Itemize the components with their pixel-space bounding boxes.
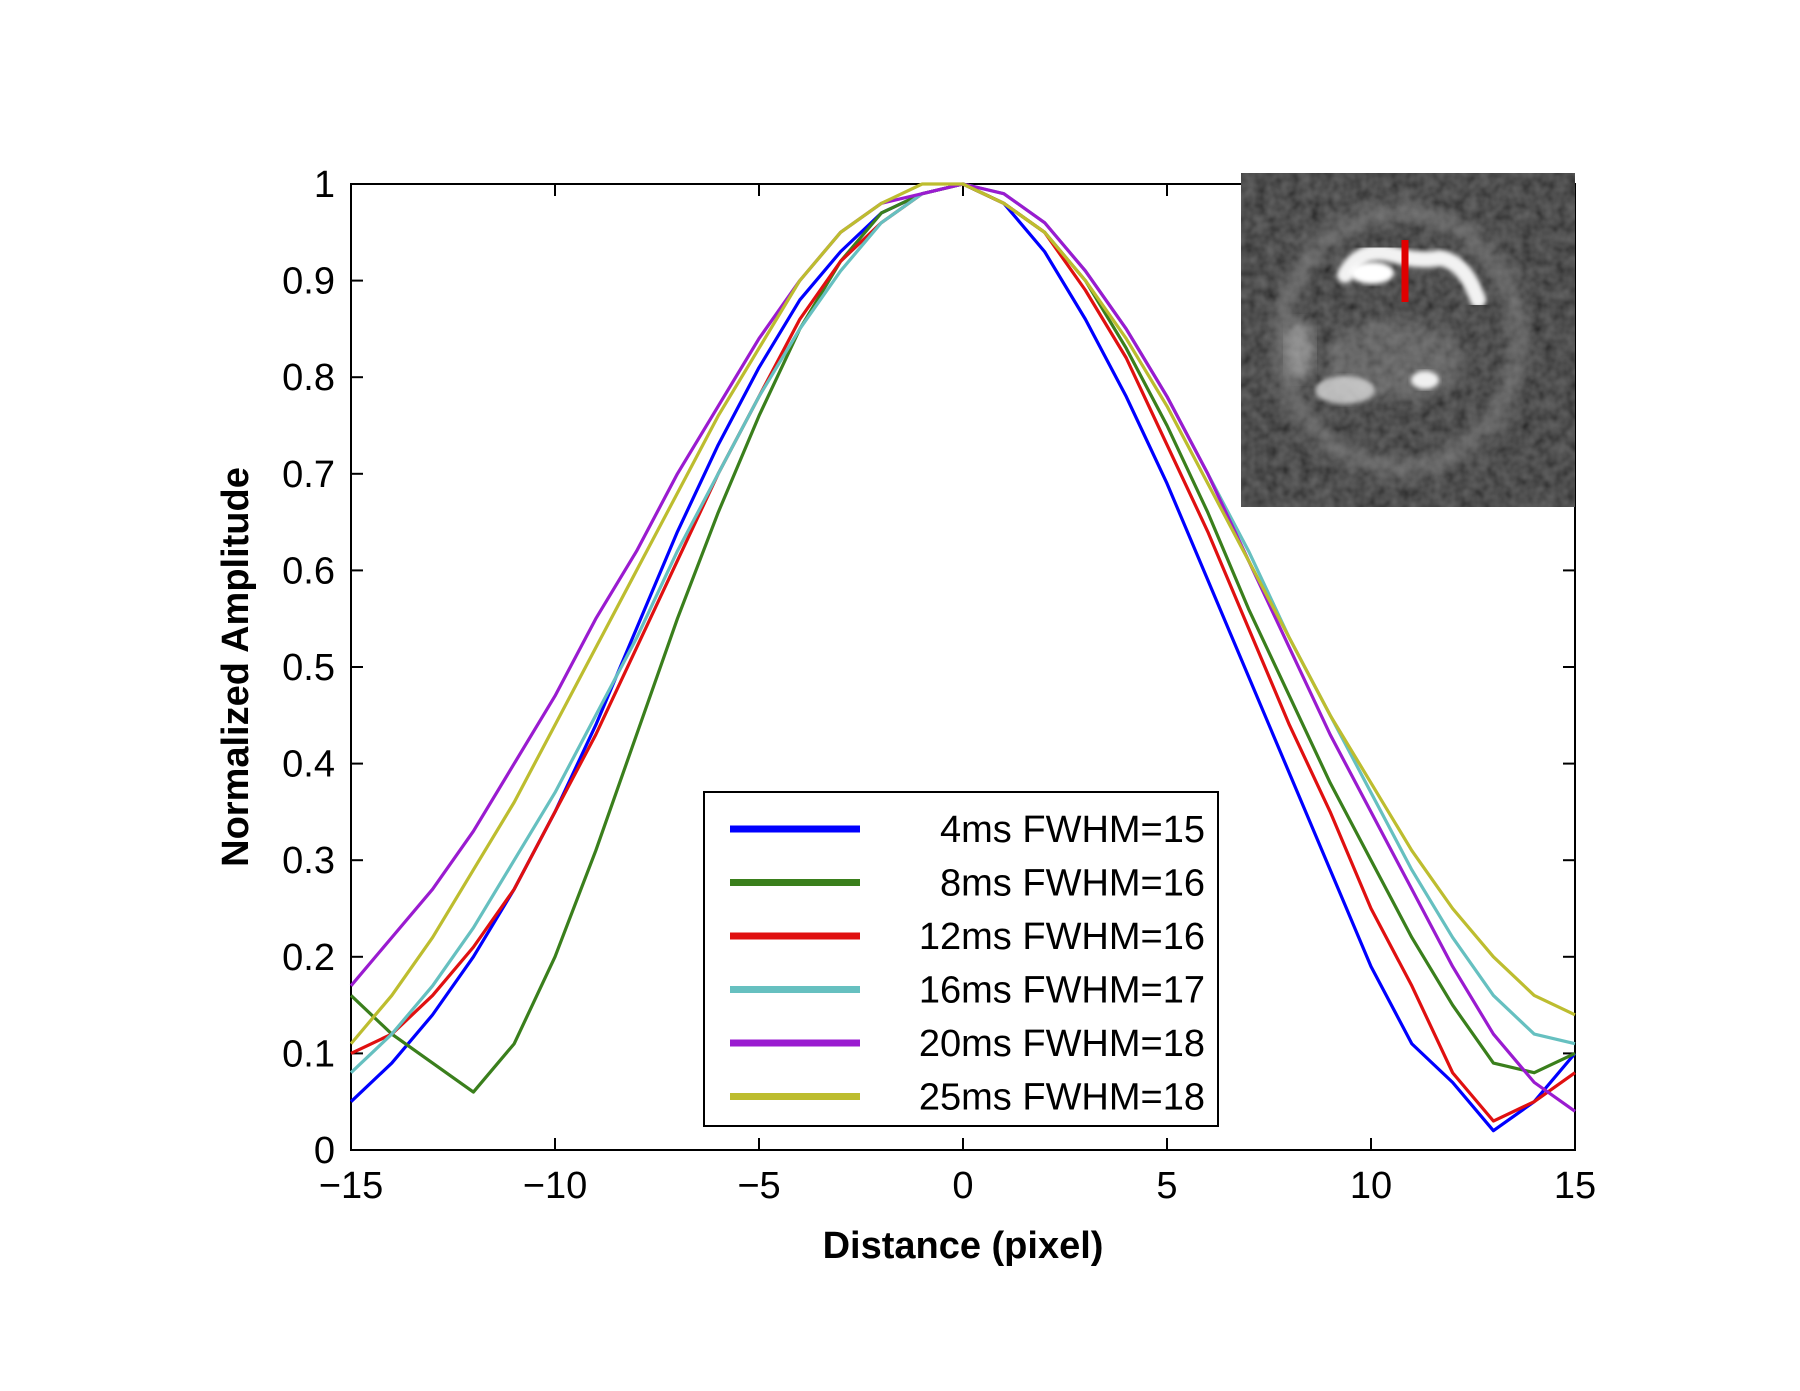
y-tick-label: 0.3 bbox=[282, 840, 335, 882]
x-tick-label: −10 bbox=[523, 1165, 587, 1207]
y-tick-label: 0.7 bbox=[282, 454, 335, 496]
y-tick-label: 1 bbox=[314, 164, 335, 206]
y-tick-label: 0.1 bbox=[282, 1033, 335, 1075]
inset-mri-image bbox=[1241, 173, 1575, 507]
y-axis-title: Normalized Amplitude bbox=[215, 467, 257, 867]
legend-label: 8ms FWHM=16 bbox=[940, 863, 1205, 905]
series-line-25ms bbox=[349, 182, 1576, 1045]
y-axis-ticks: 0 0.1 0.2 0.3 0.4 0.5 0.6 0.7 0.8 0.9 1 bbox=[282, 164, 1575, 1172]
y-tick-label: 0.5 bbox=[282, 647, 335, 689]
y-tick-label: 0.8 bbox=[282, 357, 335, 399]
x-axis-ticks: −15 −10 −5 0 5 10 15 bbox=[319, 184, 1596, 1207]
y-tick-label: 0 bbox=[314, 1130, 335, 1172]
legend-box bbox=[703, 791, 1219, 1127]
series-lines bbox=[349, 182, 1577, 1133]
x-axis-title: Distance (pixel) bbox=[823, 1225, 1104, 1267]
y-tick-label: 0.4 bbox=[282, 744, 335, 786]
x-tick-label: −15 bbox=[319, 1165, 383, 1207]
y-tick-label: 0.9 bbox=[282, 261, 335, 303]
x-tick-label: 5 bbox=[1156, 1165, 1177, 1207]
legend-label: 20ms FWHM=18 bbox=[919, 1023, 1205, 1065]
legend-label: 16ms FWHM=17 bbox=[919, 970, 1205, 1012]
legend-label: 4ms FWHM=15 bbox=[940, 809, 1205, 851]
x-tick-label: −5 bbox=[737, 1165, 780, 1207]
x-tick-label: 0 bbox=[952, 1165, 973, 1207]
y-tick-label: 0.2 bbox=[282, 937, 335, 979]
legend: 4ms FWHM=15 8ms FWHM=16 12ms FWHM=16 16ms F… bbox=[703, 791, 1219, 1127]
y-tick-label: 0.6 bbox=[282, 550, 335, 592]
legend-label: 25ms FWHM=18 bbox=[919, 1077, 1205, 1119]
x-tick-label: 10 bbox=[1350, 1165, 1392, 1207]
x-tick-label: 15 bbox=[1554, 1165, 1596, 1207]
legend-label: 12ms FWHM=16 bbox=[919, 916, 1205, 958]
